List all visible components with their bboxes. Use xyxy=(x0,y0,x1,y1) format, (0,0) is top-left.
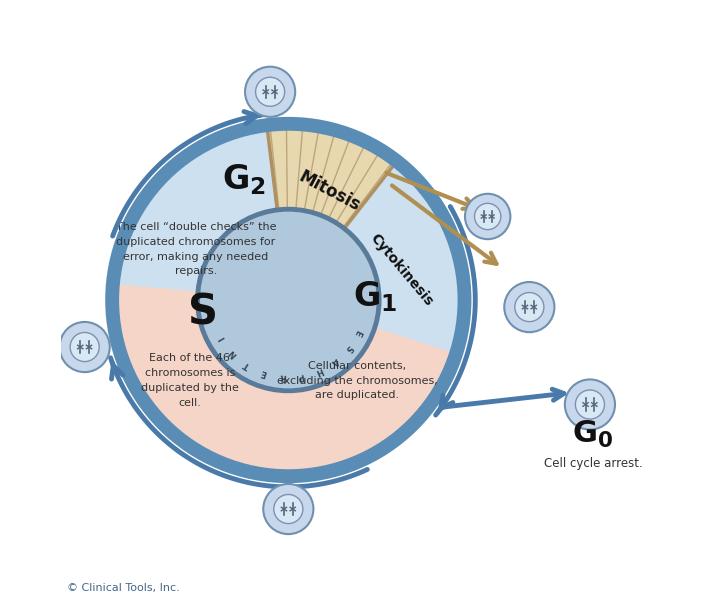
Circle shape xyxy=(60,322,109,372)
Wedge shape xyxy=(267,124,397,300)
Text: $\mathbf{G_2}$: $\mathbf{G_2}$ xyxy=(222,163,266,197)
Circle shape xyxy=(274,494,303,524)
Circle shape xyxy=(245,67,295,117)
Circle shape xyxy=(112,124,464,476)
Circle shape xyxy=(515,293,544,322)
Text: $\mathbf{G_0}$: $\mathbf{G_0}$ xyxy=(572,419,613,451)
Text: I: I xyxy=(217,335,227,342)
Circle shape xyxy=(197,209,379,391)
Text: N: N xyxy=(228,347,239,359)
Circle shape xyxy=(565,379,615,430)
Wedge shape xyxy=(112,284,456,476)
Text: A: A xyxy=(329,355,340,367)
Text: The cell “double checks” the
duplicated chromosomes for
error, making any needed: The cell “double checks” the duplicated … xyxy=(115,222,276,277)
Circle shape xyxy=(575,390,605,419)
Text: Cytokinesis: Cytokinesis xyxy=(368,231,436,309)
Text: Cell cycle arrest.: Cell cycle arrest. xyxy=(544,457,642,470)
Text: Cellular contents,
excluding the chromosomes,
are duplicated.: Cellular contents, excluding the chromos… xyxy=(276,361,437,400)
Text: Mitosis: Mitosis xyxy=(295,168,363,215)
Text: $\mathbf{G_1}$: $\mathbf{G_1}$ xyxy=(353,279,397,314)
Text: H: H xyxy=(314,365,323,376)
Text: E: E xyxy=(353,328,363,337)
Text: $\mathbf{S}$: $\mathbf{S}$ xyxy=(187,291,216,333)
Text: E: E xyxy=(260,368,269,378)
Circle shape xyxy=(264,484,313,534)
Text: Each of the 46
chromosomes is
duplicated by the
cell.: Each of the 46 chromosomes is duplicated… xyxy=(141,353,239,408)
Circle shape xyxy=(256,77,284,106)
Text: S: S xyxy=(343,343,354,353)
Text: T: T xyxy=(243,359,253,370)
Circle shape xyxy=(474,203,501,230)
Text: R: R xyxy=(279,371,286,381)
Text: P: P xyxy=(297,371,305,380)
Circle shape xyxy=(70,332,99,362)
Text: © Clinical Tools, Inc.: © Clinical Tools, Inc. xyxy=(68,583,180,593)
Circle shape xyxy=(465,194,510,239)
Circle shape xyxy=(504,282,554,332)
